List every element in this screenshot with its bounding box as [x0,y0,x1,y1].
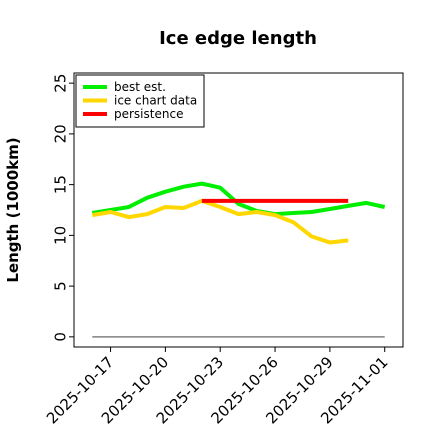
plot-frame [73,72,404,348]
legend-label: best est. [114,80,166,94]
y-tick-label: 15 [51,175,69,194]
y-axis-label: Length (1000km) [4,137,22,282]
legend-label: persistence [114,107,183,121]
y-tick-label: 10 [51,226,69,245]
chart-title: Ice edge length [159,28,317,49]
series-line-ice-chart-data [91,198,349,245]
legend-label: ice chart data [114,94,197,108]
y-tick-label: 5 [51,281,69,291]
series-line-best-est- [91,181,386,217]
y-tick-label: 20 [51,124,69,143]
y-tick-label: 0 [51,332,69,342]
y-tick-label: 25 [51,74,69,93]
